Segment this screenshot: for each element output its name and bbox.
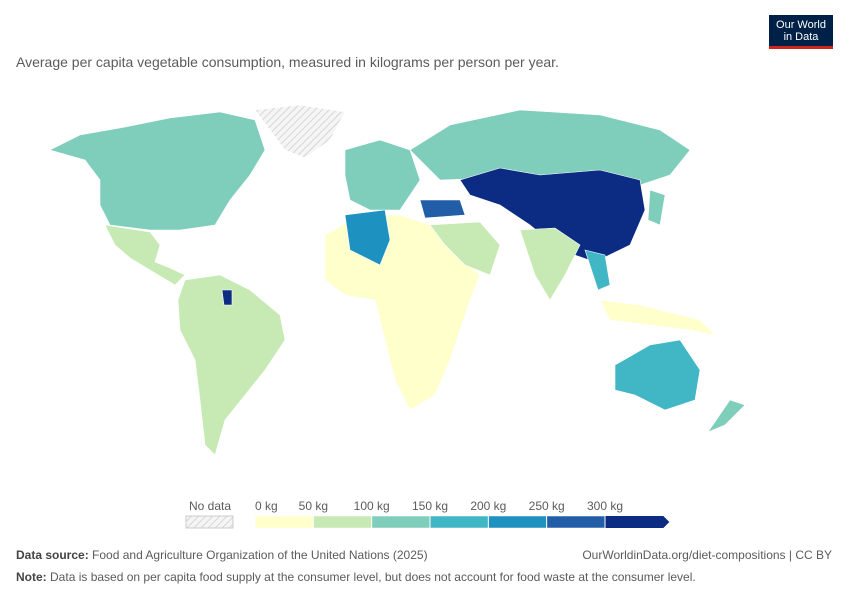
legend-swatch (254, 515, 314, 529)
no-data-label: No data (189, 499, 231, 513)
japan (647, 189, 666, 226)
logo[interactable]: Our World in Data (769, 15, 833, 49)
africa (324, 214, 481, 411)
legend-tick-label: 150 kg (412, 499, 448, 513)
legend-tick-label: 200 kg (470, 499, 506, 513)
legend: No data 0 kg 50 kg 100 kg 150 kg 200 kg 250 k… (185, 499, 670, 529)
southeast-asia (584, 249, 611, 291)
map (49, 104, 746, 456)
guyana (221, 289, 233, 306)
central-america (104, 224, 186, 286)
source-text: Food and Agriculture Organization of the… (92, 548, 428, 562)
north-america (49, 111, 266, 231)
legend-swatch (429, 515, 489, 529)
no-data-swatch (185, 515, 234, 529)
turkey (419, 199, 466, 219)
source-label: Data source: (16, 548, 89, 562)
legend-swatch (313, 515, 372, 529)
legend-tick-label: 300 kg (587, 499, 623, 513)
color-scale: 0 kg 50 kg 100 kg 150 kg 200 kg 250 kg 300 kg (254, 499, 670, 529)
australia (614, 339, 701, 411)
india (519, 227, 581, 301)
europe (344, 139, 421, 211)
legend-swatch (488, 515, 547, 529)
new-zealand (707, 399, 746, 433)
legend-tick-label: 250 kg (529, 499, 565, 513)
note-text: Data is based on per capita food supply … (50, 570, 696, 584)
legend-tick-label: 0 kg (255, 499, 278, 513)
greenland (254, 104, 346, 159)
legend-swatch (546, 515, 606, 529)
subtitle: Average per capita vegetable consumption… (16, 54, 559, 70)
legend-tick-label: 100 kg (354, 499, 390, 513)
source: Data source: Food and Agriculture Organi… (16, 548, 428, 562)
china-central-asia (459, 167, 646, 263)
countries (49, 104, 746, 456)
note: Note: Data is based on per capita food s… (16, 570, 696, 584)
logo-text: in Data (783, 31, 819, 43)
url[interactable]: OurWorldinData.org/diet-compositions | C… (582, 548, 832, 562)
russia (409, 109, 691, 186)
middle-east (429, 221, 501, 276)
logo-text: Our World (776, 19, 826, 31)
legend-swatch (605, 516, 670, 528)
legend-tick-label: 50 kg (299, 499, 328, 513)
algeria (344, 209, 391, 266)
indonesia (599, 299, 716, 336)
south-america (177, 274, 286, 456)
note-label: Note: (16, 570, 47, 584)
legend-swatch (371, 515, 431, 529)
